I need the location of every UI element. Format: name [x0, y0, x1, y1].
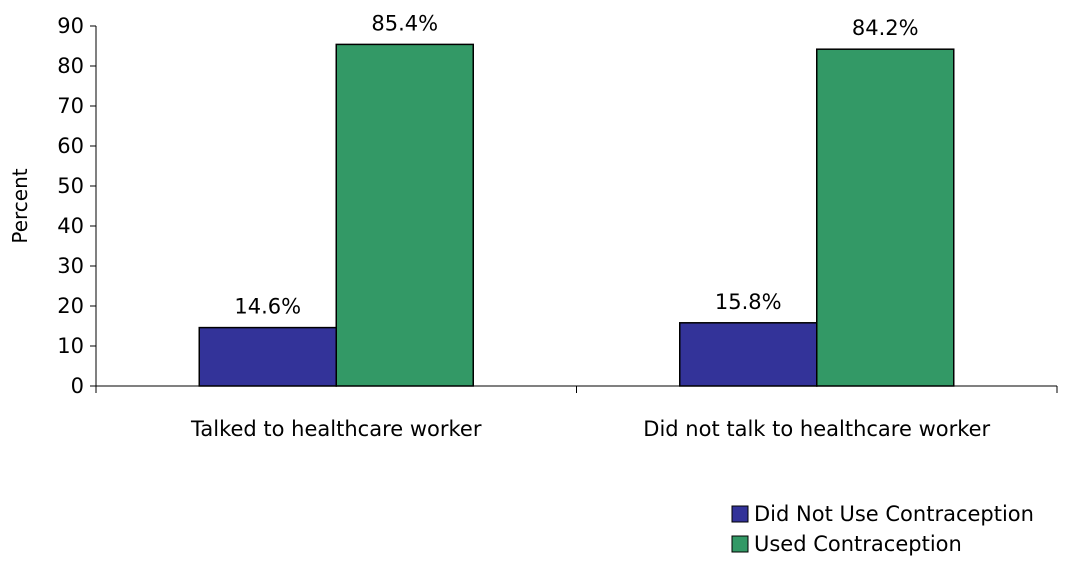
legend-swatch: [731, 535, 749, 553]
bar: [335, 43, 474, 387]
legend-swatch: [731, 505, 749, 523]
legend: Did Not Use Contraception Used Contracept…: [731, 502, 1034, 556]
y-tick-label: 80: [57, 54, 84, 78]
y-tick-label: 30: [57, 254, 84, 278]
y-axis-title: Percent: [8, 168, 32, 243]
y-tick-label: 20: [57, 294, 84, 318]
y-tick-label: 90: [57, 14, 84, 38]
x-category-label: Talked to healthcare worker: [190, 417, 482, 441]
y-tick-label: 0: [71, 374, 84, 398]
legend-label: Did Not Use Contraception: [754, 502, 1034, 526]
data-label: 84.2%: [852, 16, 919, 40]
data-label: 15.8%: [715, 290, 782, 314]
bar: [679, 322, 818, 387]
y-tick-label: 60: [57, 134, 84, 158]
y-tick-label: 70: [57, 94, 84, 118]
y-tick-label: 50: [57, 174, 84, 198]
data-label: 85.4%: [371, 11, 438, 35]
x-axis: Talked to healthcare worker Did not talk …: [95, 385, 1058, 441]
data-labels: 14.6% 85.4% 15.8% 84.2%: [234, 11, 918, 318]
y-axis: 0 10 20 30 40 50 60 70 80 90: [57, 14, 97, 398]
data-label: 14.6%: [234, 295, 301, 319]
bar: [198, 326, 337, 387]
y-tick-label: 40: [57, 214, 84, 238]
bar: [816, 48, 955, 387]
bars: [198, 43, 955, 387]
x-category-label: Did not talk to healthcare worker: [643, 417, 990, 441]
legend-label: Used Contraception: [754, 532, 962, 556]
y-tick-label: 10: [57, 334, 84, 358]
